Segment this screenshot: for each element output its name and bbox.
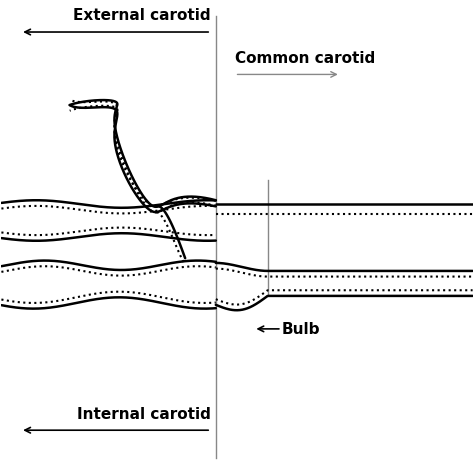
Text: Internal carotid: Internal carotid	[77, 407, 211, 422]
Text: External carotid: External carotid	[73, 8, 211, 23]
Text: Bulb: Bulb	[282, 322, 320, 337]
Text: Common carotid: Common carotid	[235, 51, 375, 66]
